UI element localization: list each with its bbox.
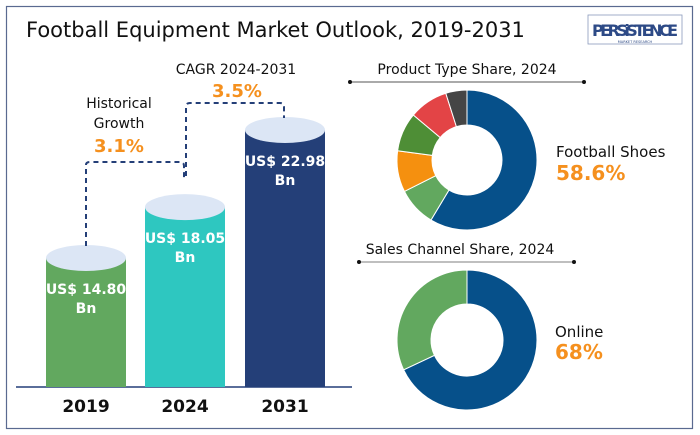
divider-dot	[572, 260, 576, 264]
bar-top	[46, 245, 126, 271]
bar-value-label: Bn	[175, 250, 196, 266]
bar-value-label: Bn	[76, 301, 97, 317]
bar	[46, 258, 126, 387]
cagr-value: 3.5%	[212, 81, 262, 102]
bar-chart: US$ 14.80 Bn 2019 US$ 18.05 Bn 2024 US$ 22.98 B…	[46, 117, 325, 417]
donut-slice	[445, 89, 468, 128]
cagr-label: CAGR 2024-2031	[176, 62, 296, 78]
year-label: 2031	[261, 397, 308, 417]
divider-dot	[582, 80, 586, 84]
football-shoes-value: 58.6%	[556, 161, 625, 185]
bar-2024: US$ 18.05 Bn 2024	[145, 194, 225, 417]
logo-tagline: MARKET RESEARCH	[618, 40, 653, 44]
logo-box	[587, 14, 683, 45]
donut-slice	[396, 269, 468, 371]
football-shoes-label: Football Shoes	[556, 143, 666, 161]
historical-label-1: Historical	[86, 96, 152, 112]
bar	[245, 130, 325, 387]
donut-slice	[402, 269, 538, 411]
historical-label-2: Growth	[94, 116, 145, 132]
online-label: Online	[555, 323, 603, 341]
bar-value-label: US$ 14.80	[46, 282, 127, 298]
bar-2031: US$ 22.98 Bn 2031	[245, 117, 325, 417]
bar-value-label: Bn	[275, 173, 296, 189]
divider-dot	[348, 80, 352, 84]
historical-growth-value: 3.1%	[94, 136, 144, 157]
product-type-donut	[396, 89, 538, 231]
bar-value-label: US$ 18.05	[145, 231, 225, 247]
divider-dot	[357, 260, 361, 264]
year-label: 2024	[161, 397, 208, 417]
bar-2019: US$ 14.80 Bn 2019	[46, 245, 127, 417]
bar-top	[145, 194, 225, 221]
cagr-connector	[185, 102, 285, 176]
historical-connector	[85, 161, 185, 246]
frame	[5, 5, 694, 430]
page-title: Football Equipment Market Outlook, 2019-…	[26, 18, 525, 42]
product-type-title: Product Type Share, 2024	[377, 62, 556, 78]
year-label: 2019	[62, 397, 109, 417]
donut-slice	[430, 89, 538, 231]
bar	[145, 207, 225, 387]
logo: PERSiSTENCE MARKET RESEARCH	[587, 14, 683, 45]
logo-text: PERSiSTENCE	[592, 21, 678, 40]
sales-channel-title: Sales Channel Share, 2024	[366, 242, 555, 258]
sales-channel-donut	[396, 269, 538, 411]
online-value: 68%	[555, 340, 603, 364]
bar-value-label: US$ 22.98	[245, 154, 325, 170]
bar-top	[245, 117, 325, 143]
